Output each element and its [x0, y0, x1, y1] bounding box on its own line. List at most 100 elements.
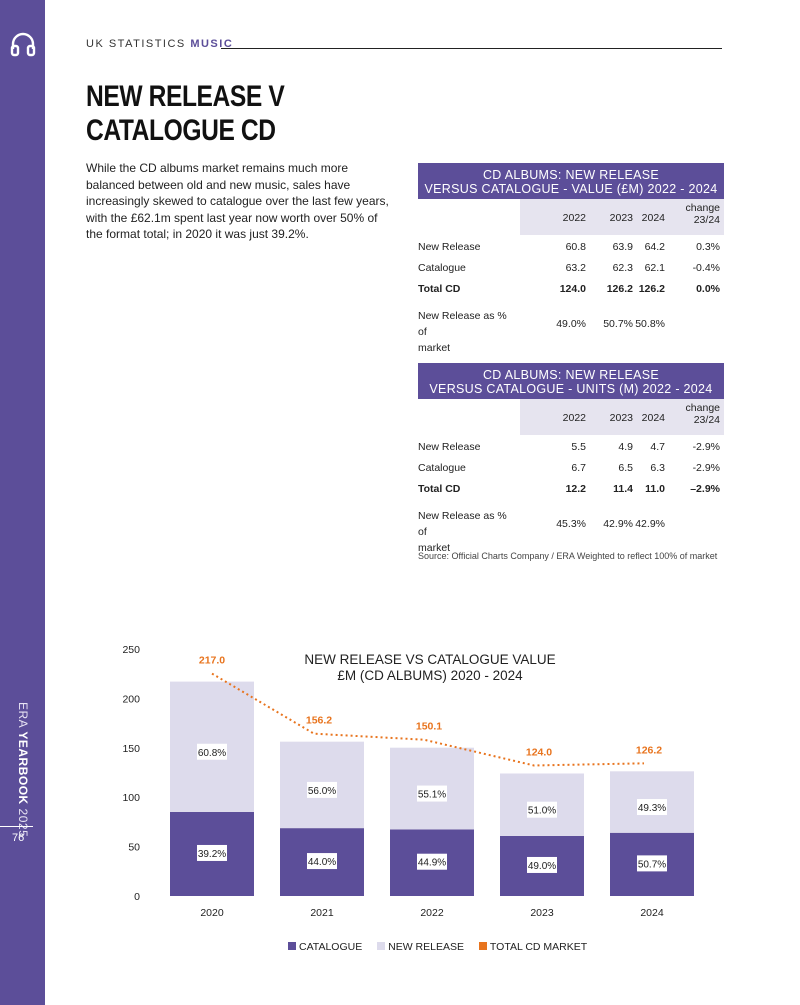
- col-2024: 2024: [641, 212, 665, 224]
- data-label-new-release: 49.3%: [638, 803, 666, 814]
- page-number: 76: [12, 832, 25, 844]
- table-row-total: Total CD 124.0 126.2 126.2 0.0%: [418, 277, 724, 298]
- cell: 50.8%: [635, 318, 665, 330]
- col-change-2: 23/24: [693, 414, 720, 426]
- row-label: New Release: [418, 441, 481, 453]
- cell: 6.3: [650, 462, 665, 474]
- chart-legend: CATALOGUE NEW RELEASE TOTAL CD MARKET: [288, 941, 599, 953]
- table-units: CD ALBUMS: NEW RELEASE VERSUS CATALOGUE …: [418, 363, 724, 554]
- data-label-catalogue: 50.7%: [638, 859, 666, 870]
- data-label-new-release: 56.0%: [308, 786, 336, 797]
- data-label-new-release-box: [637, 799, 667, 816]
- title-line-2: CATALOGUE CD: [86, 114, 276, 147]
- cell-change: -2.9%: [692, 441, 720, 453]
- data-label-new-release: 60.8%: [198, 748, 226, 759]
- table-row-total: Total CD 12.2 11.4 11.0 –2.9%: [418, 477, 724, 498]
- cell: 124.0: [559, 283, 586, 295]
- pct-label-1: New Release as % of: [418, 510, 507, 538]
- cell: 5.5: [571, 441, 586, 453]
- data-label-new-release-box: [307, 781, 337, 798]
- total-label: 156.2: [306, 715, 332, 727]
- cell: 62.1: [644, 262, 665, 274]
- cell-change: -2.9%: [692, 462, 720, 474]
- x-tick-label: 2020: [200, 907, 224, 919]
- data-label-catalogue-box: [527, 856, 557, 873]
- y-tick-label: 50: [128, 842, 140, 854]
- cell-change: 0.0%: [696, 283, 720, 295]
- cell: 4.7: [650, 441, 665, 453]
- cell: 12.2: [565, 483, 586, 495]
- chart-title-line-1: NEW RELEASE VS CATALOGUE VALUE: [304, 652, 555, 667]
- col-change: change 23/24: [666, 202, 720, 226]
- cell-change: –2.9%: [690, 483, 720, 495]
- data-label-catalogue-box: [637, 855, 667, 872]
- row-label: New Release as % of market: [418, 308, 518, 356]
- table-units-title-1: CD ALBUMS: NEW RELEASE: [482, 368, 660, 382]
- x-tick-label: 2024: [640, 907, 664, 919]
- title-line-1: NEW RELEASE V: [86, 80, 285, 113]
- pct-label-2: market: [418, 542, 451, 554]
- cell: 50.7%: [603, 318, 633, 330]
- cell: 6.5: [618, 462, 633, 474]
- cell: 42.9%: [603, 518, 633, 530]
- table-value-title-1: CD ALBUMS: NEW RELEASE: [482, 168, 660, 182]
- col-change-1: change: [685, 202, 720, 214]
- table-value-header-row: 2022 2023 2024 change 23/24: [418, 199, 724, 235]
- data-label-catalogue: 39.2%: [198, 849, 226, 860]
- table-value-title: CD ALBUMS: NEW RELEASE VERSUS CATALOGUE …: [418, 163, 724, 199]
- col-change-2: 23/24: [693, 214, 720, 226]
- cell: 11.4: [613, 483, 633, 495]
- data-label-catalogue: 44.0%: [308, 857, 336, 868]
- cell: 62.3: [612, 262, 633, 274]
- sidebar: ERA YEARBOOK 2025 76: [0, 0, 45, 1005]
- cell: 126.2: [638, 283, 665, 295]
- y-tick-label: 200: [122, 693, 140, 705]
- table-value: CD ALBUMS: NEW RELEASE VERSUS CATALOGUE …: [418, 163, 724, 354]
- row-label: Total CD: [418, 283, 461, 295]
- total-label: 217.0: [199, 655, 225, 667]
- data-label-new-release-box: [527, 801, 557, 818]
- legend-swatch: [377, 942, 386, 950]
- total-label: 124.0: [526, 746, 552, 758]
- col-change: change 23/24: [666, 402, 720, 426]
- col-2022: 2022: [562, 412, 586, 424]
- value-chart: NEW RELEASE VS CATALOGUE VALUE£M (CD ALB…: [122, 644, 694, 919]
- y-tick-label: 250: [122, 644, 140, 656]
- source-note: Source: Official Charts Company / ERA We…: [418, 551, 718, 561]
- row-label: Catalogue: [418, 462, 466, 474]
- col-2023: 2023: [609, 412, 633, 424]
- x-tick-label: 2022: [420, 907, 444, 919]
- data-label-catalogue-box: [307, 853, 337, 870]
- legend-item-total: TOTAL CD MARKET: [478, 941, 588, 953]
- chart-title-line-2: £M (CD ALBUMS) 2020 - 2024: [337, 668, 523, 683]
- row-label: Catalogue: [418, 262, 466, 274]
- cell-change: -0.4%: [692, 262, 720, 274]
- table-row-pct: New Release as % of market 45.3% 42.9% 4…: [418, 508, 724, 554]
- legend-item-new-release: NEW RELEASE: [377, 941, 464, 953]
- data-label-new-release-box: [417, 785, 447, 802]
- col-change-1: change: [685, 402, 720, 414]
- cell: 4.9: [618, 441, 633, 453]
- col-2022: 2022: [562, 212, 586, 224]
- cell: 6.7: [571, 462, 586, 474]
- header-section: MUSIC: [190, 38, 234, 50]
- total-label: 126.2: [636, 744, 662, 756]
- col-2023: 2023: [609, 212, 633, 224]
- page-title: NEW RELEASE V CATALOGUE CD: [86, 80, 285, 148]
- legend-label: NEW RELEASE: [388, 941, 464, 953]
- cell-change: 0.3%: [696, 241, 720, 253]
- table-row: New Release 60.8 63.9 64.2 0.3%: [418, 235, 724, 256]
- data-label-new-release: 51.0%: [528, 806, 556, 817]
- data-label-catalogue: 49.0%: [528, 861, 556, 872]
- intro-paragraph: While the CD albums market remains much …: [86, 161, 389, 241]
- col-2024: 2024: [641, 412, 665, 424]
- sidebar-divider: [0, 826, 33, 827]
- pct-label-2: market: [418, 342, 451, 354]
- headphones-icon: [10, 32, 36, 57]
- table-units-title: CD ALBUMS: NEW RELEASE VERSUS CATALOGUE …: [418, 363, 724, 399]
- legend-label: TOTAL CD MARKET: [489, 941, 588, 953]
- table-units-title-2: VERSUS CATALOGUE - UNITS (M) 2022 - 2024: [429, 382, 713, 396]
- y-tick-label: 100: [122, 792, 140, 804]
- cell: 45.3%: [556, 518, 586, 530]
- cell: 126.2: [606, 283, 633, 295]
